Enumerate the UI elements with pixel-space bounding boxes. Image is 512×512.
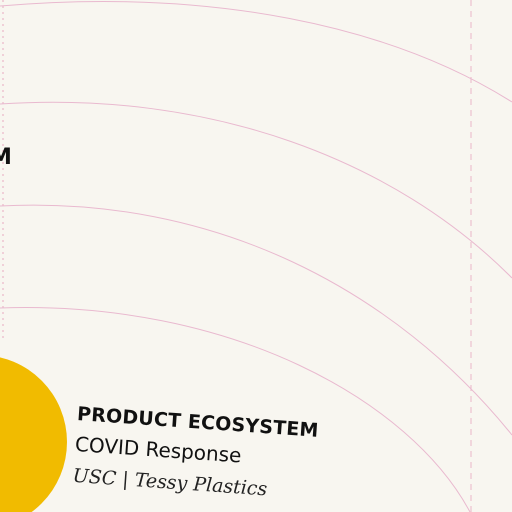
orbit-arc-1 <box>0 1 512 103</box>
orbit-arc-4 <box>0 307 471 512</box>
orbit-arc-2 <box>0 101 512 279</box>
orbit-arc-3 <box>0 204 512 436</box>
edge-heading-fragment: M <box>0 145 13 170</box>
yellow-circle <box>0 357 67 512</box>
